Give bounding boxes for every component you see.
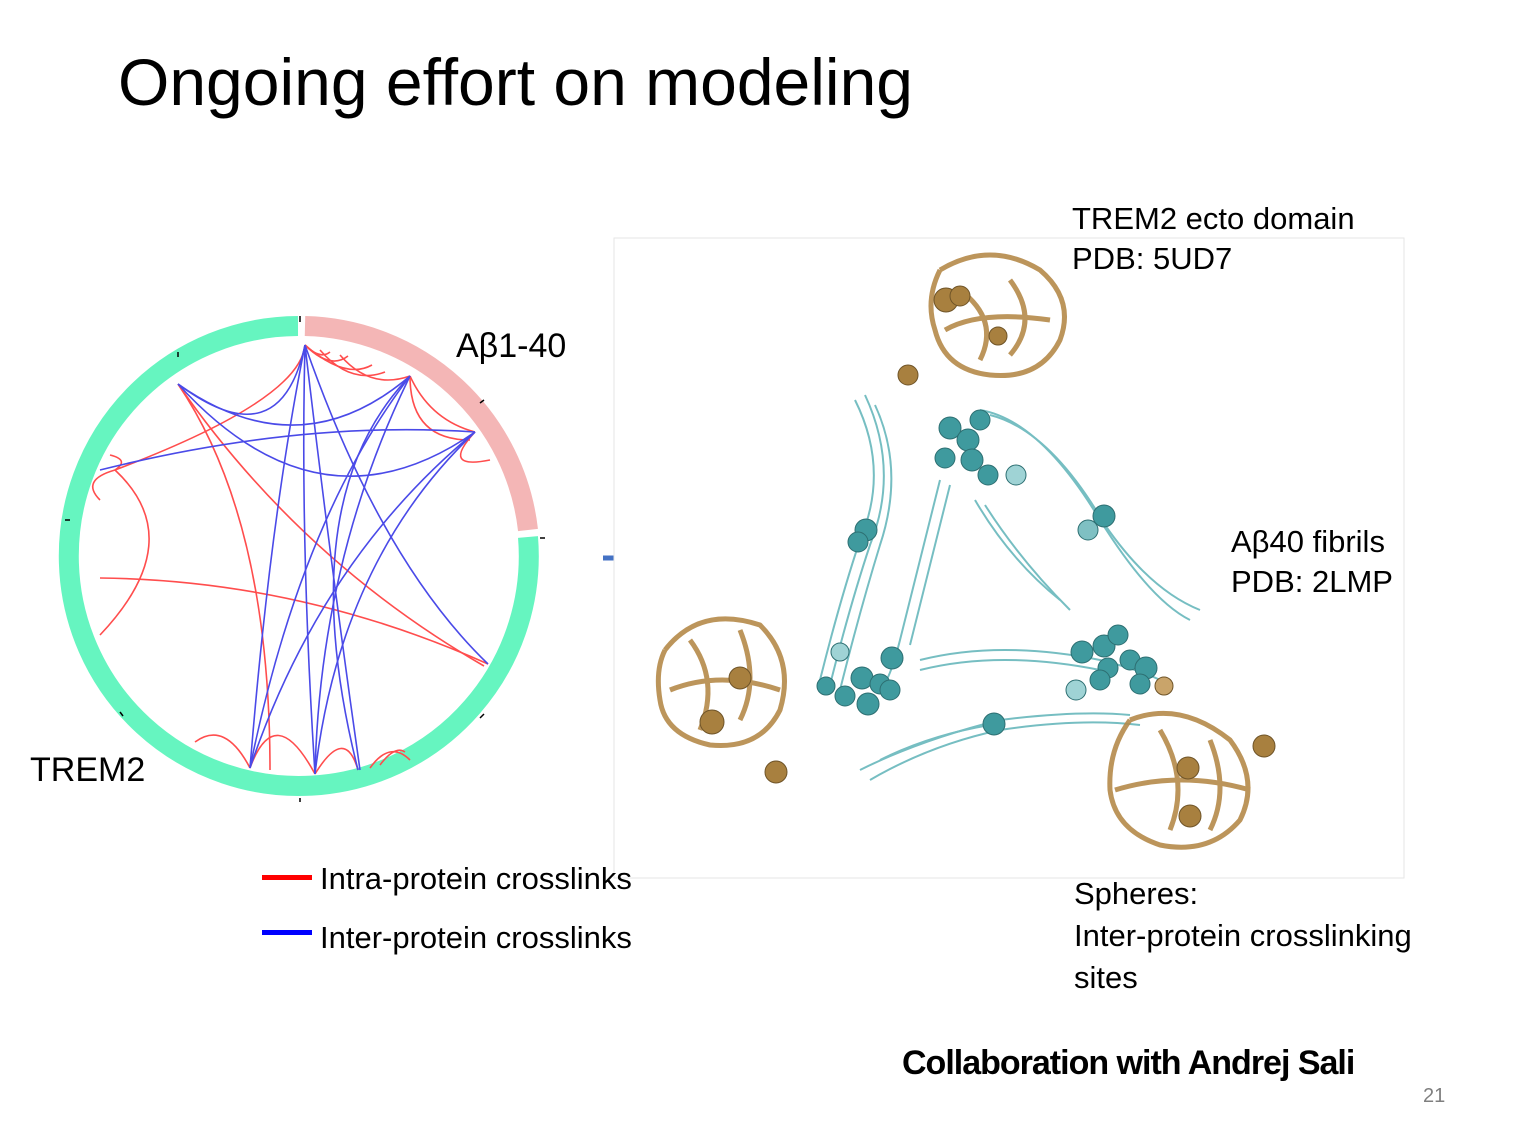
- fibril-label: Aβ40 fibrils: [1231, 524, 1385, 559]
- slide-title: Ongoing effort on modeling: [118, 45, 913, 119]
- abeta-label: Aβ1-40: [456, 327, 567, 365]
- spheres-desc-label-2: sites: [1074, 960, 1138, 995]
- trem2-pdb-label: PDB: 5UD7: [1072, 241, 1233, 276]
- spheres-desc-label: Inter-protein crosslinking: [1074, 918, 1412, 953]
- legend-swatch-inter: [262, 930, 312, 935]
- page-number: 21: [1423, 1085, 1446, 1107]
- trem2-spheres: [699, 285, 1276, 828]
- collaboration-credit: Collaboration with Andrej Sali: [902, 1044, 1355, 1082]
- circos-ticks: [65, 316, 545, 802]
- abeta-arc: [304, 316, 538, 532]
- circos-plot: [58, 316, 545, 802]
- fibril-pdb-label: PDB: 2LMP: [1231, 564, 1393, 599]
- trem2-arc: [58, 316, 539, 796]
- legend-inter-label: Inter-protein crosslinks: [320, 920, 632, 955]
- trem2-label: TREM2: [30, 751, 146, 789]
- inter-crosslinks: [99, 344, 489, 775]
- trem2-domain-right: [1107, 710, 1251, 850]
- trem2-ecto-label: TREM2 ecto domain: [1072, 201, 1355, 236]
- intra-crosslinks: [91, 344, 491, 775]
- legend-swatch-intra: [262, 875, 312, 880]
- structure-image: [613, 237, 1405, 879]
- legend-intra-label: Intra-protein crosslinks: [320, 861, 632, 896]
- spheres-label: Spheres:: [1074, 876, 1199, 911]
- fibril-spheres: [816, 409, 1158, 736]
